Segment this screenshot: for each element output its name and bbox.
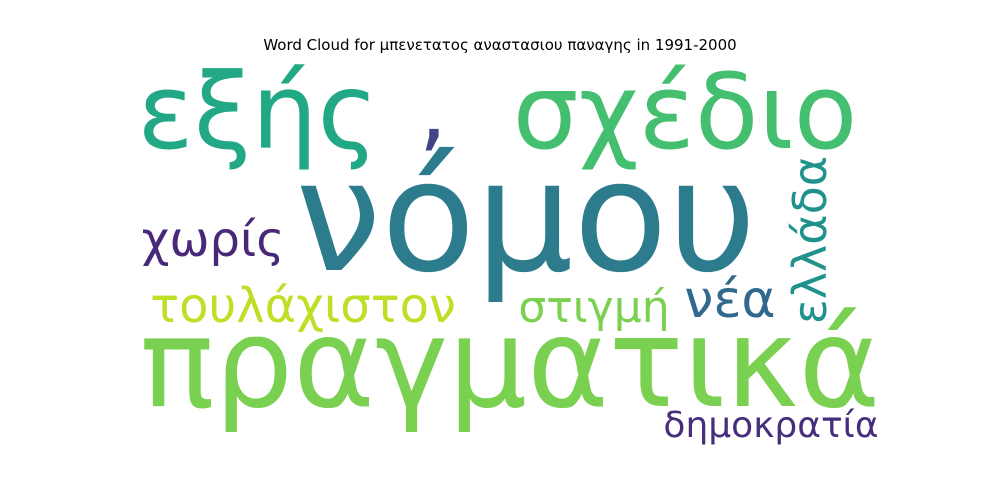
word-nomou: νόμου: [295, 128, 757, 307]
word-eksis: εξής: [137, 51, 378, 173]
word-pragmatika: πραγματικά: [140, 292, 881, 436]
word-sxedio: σχέδιο: [513, 51, 858, 173]
chart-title: Word Cloud for μπενετατος αναστασιου παν…: [263, 36, 737, 54]
word-comma: ,: [419, 57, 448, 162]
word-dimokratia: δημοκρατία: [663, 405, 878, 446]
word-toulaxiston: τουλάχιστον: [150, 278, 456, 334]
word-nea: νέα: [684, 270, 775, 330]
word-stigmi: στιγμή: [518, 282, 669, 333]
word-ellada: ελλάδα: [783, 156, 837, 324]
word-xoris: χωρίς: [142, 212, 285, 268]
